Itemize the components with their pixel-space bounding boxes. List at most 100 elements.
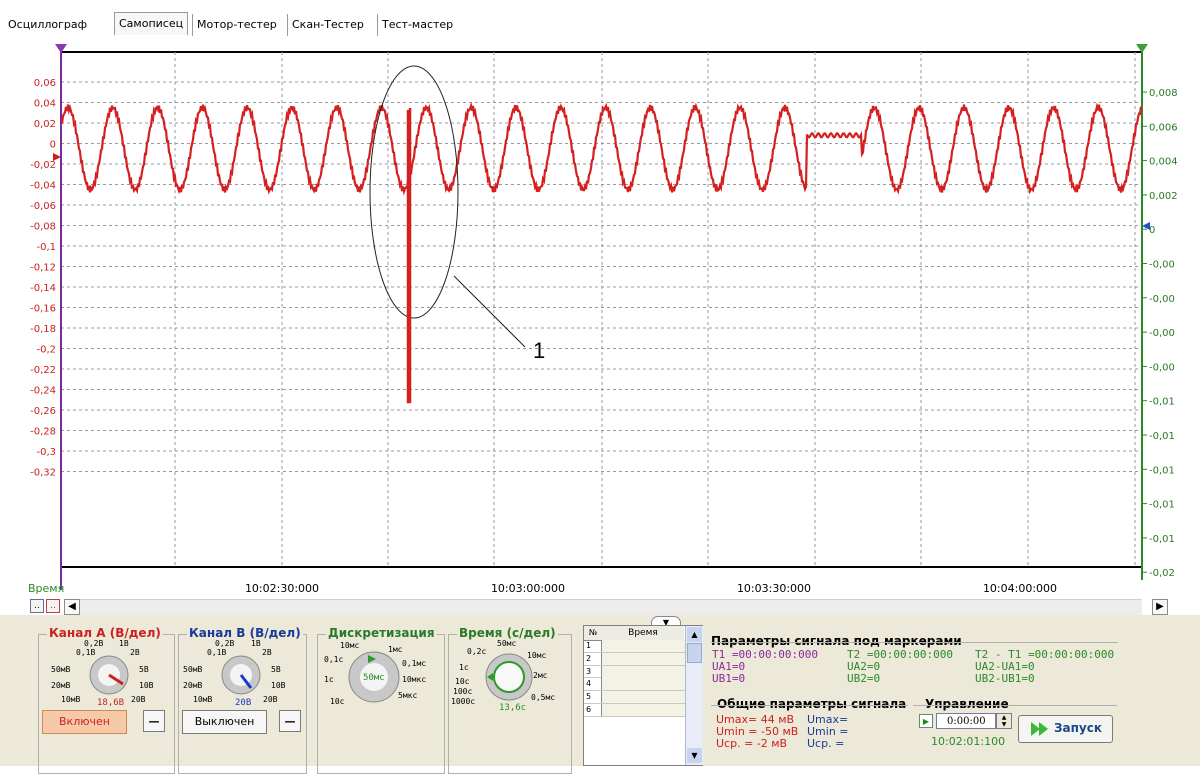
time-knob[interactable] [483, 651, 535, 703]
knob-a-label: 10мВ [61, 695, 81, 704]
knob-b-label: 20мВ [183, 681, 203, 690]
y-tick-label-left: -0,12 [30, 263, 56, 274]
time-spinner-icon[interactable]: ▲ ▼ [996, 713, 1012, 729]
knob-s-label: 0,1с [324, 655, 344, 664]
y-tick-label-left: 0,06 [34, 78, 56, 89]
knob-s-label: 1с [324, 675, 334, 684]
y-tick-label-right: -0,01 [1149, 465, 1175, 476]
knob-a-label: 20мВ [51, 681, 71, 690]
tab-test-master[interactable]: Тест-мастер [377, 14, 458, 36]
annotation-leader [453, 275, 526, 348]
knob-s-label: 1мс [388, 645, 403, 654]
marker-right-icon[interactable] [1136, 44, 1148, 53]
scroll-down-icon[interactable]: ▼ [687, 748, 702, 763]
table-cell-time [602, 704, 685, 716]
scroll-thumb[interactable] [687, 643, 702, 663]
ua1-value: UA1=0 [712, 660, 746, 673]
x-axis: 10:02:30:000 10:03:00:000 10:03:30:000 10:0… [245, 582, 1057, 595]
scroll-left-icon[interactable]: ◀ [64, 599, 80, 615]
knob-a-label: 50мВ [51, 665, 71, 674]
umin-b: Umin = [807, 725, 849, 738]
knob-b-label: 0,2В [215, 639, 235, 648]
signal-series [60, 101, 1143, 196]
y-tick-label-left: -0,14 [30, 283, 56, 294]
knob-t-label: 1000с [451, 697, 476, 706]
table-row[interactable]: 3 [584, 665, 685, 679]
y-tick-label-left: -0,24 [30, 386, 56, 397]
table-row[interactable]: 5 [584, 691, 685, 704]
y-tick-label-left: -0,26 [30, 406, 56, 417]
sampling-knob[interactable] [346, 649, 402, 705]
knob-a-label: 5В [139, 665, 149, 674]
channel-a-minus-button[interactable]: — [143, 710, 165, 732]
knob-t-label: 10с [455, 677, 470, 686]
knob-t-label: 10мс [527, 651, 547, 660]
y-tick-label-left: -0,3 [36, 447, 56, 458]
scroll-up-icon[interactable]: ▲ [687, 627, 702, 642]
table-cell-time [602, 652, 685, 665]
y-tick-label-left: -0,08 [30, 222, 56, 233]
y-tick-label-right: 0,004 [1149, 157, 1178, 168]
x-tick-label: 10:02:30:000 [245, 582, 319, 595]
table-header-num: № [584, 626, 603, 641]
y-tick-label-right: -0,01 [1149, 534, 1175, 545]
channel-b-title: Канал В (В/дел) [187, 626, 303, 640]
y-tick-label-left: -0,18 [30, 324, 56, 335]
y-tick-label-right: 0,002 [1149, 191, 1178, 202]
scroll-right-icon[interactable]: ▶ [1152, 599, 1168, 615]
channel-a-enable-button[interactable]: Включен [42, 710, 127, 734]
horizontal-scrollbar[interactable] [64, 599, 1142, 616]
sampling-group: Дискретизация 10мс 1мс 0,1с 0,1мс 1с 10м… [317, 626, 445, 774]
knob-a-label: 10В [139, 681, 154, 690]
table-row[interactable]: 4 [584, 678, 685, 692]
y-tick-label-right: 0,008 [1149, 88, 1178, 99]
tab-motor-tester[interactable]: Мотор-тестер [192, 14, 281, 36]
start-button[interactable]: Запуск [1018, 715, 1113, 743]
marker-left-icon[interactable] [55, 44, 67, 53]
time-value: 13,6с [499, 703, 527, 713]
knob-b-label: 10В [271, 681, 286, 690]
channel-b-minus-button[interactable]: — [279, 710, 301, 732]
knob-b-label: 1В [251, 639, 261, 648]
knob-t-label: 100с [453, 687, 473, 696]
channel-b-knob[interactable] [219, 653, 263, 697]
table-cell-num: 3 [584, 665, 602, 678]
y-tick-label-left: -0,16 [30, 304, 56, 315]
annotation-label: 1 [533, 338, 545, 363]
marker-button-2[interactable]: .. [46, 599, 60, 613]
channel-b-enable-button[interactable]: Выключен [182, 710, 267, 734]
table-row[interactable]: 2 [584, 652, 685, 666]
dub-value: UB2-UB1=0 [975, 672, 1035, 685]
y-tick-label-left: 0,02 [34, 119, 56, 130]
umin-a: Umin = -50 мВ [716, 725, 799, 738]
y-tick-label-left: -0,06 [30, 201, 56, 212]
table-scrollbar[interactable]: ▲ ▼ [685, 626, 703, 765]
table-row[interactable]: 1 [584, 640, 685, 653]
knob-a-label: 2В [130, 648, 140, 657]
umax-a: Umax= 44 мВ [716, 713, 795, 726]
table-row[interactable]: 6 [584, 704, 685, 717]
time-group: Время (с/дел) 0,2с 50мс 10мс 1с 2мс 10с … [448, 626, 572, 774]
knob-s-label: 10мс [340, 641, 360, 650]
channel-b-group: Канал В (В/дел) 0,2В 1В 0,1В 2В 50мВ 5В … [178, 626, 307, 774]
channel-b-value: 20В [235, 698, 252, 708]
grid [61, 52, 1142, 567]
channel-a-knob[interactable] [87, 653, 131, 697]
ub1-value: UB1=0 [712, 672, 746, 685]
play-icon[interactable]: ▶ [919, 714, 933, 728]
time-input[interactable]: 0:00:00 [936, 713, 996, 729]
tab-recorder[interactable]: Самописец [114, 12, 189, 35]
knob-t-label: 0,5мс [531, 693, 556, 702]
tab-scan-tester[interactable]: Скан-Тестер [287, 14, 368, 36]
table-header-time: Время [602, 626, 684, 641]
dt-value: T2 - T1 =00:00:00:000 [975, 648, 1115, 661]
y-tick-label-right: -0,01 [1149, 500, 1175, 511]
recorder-chart[interactable]: 0,06 0,04 0,02 0 -0,02 -0,04 -0,06 -0,08 -0,1 -0,… [0, 38, 1200, 600]
knob-b-label: 5В [271, 665, 281, 674]
knob-b-label: 2В [262, 648, 272, 657]
knob-t-label: 1с [459, 663, 469, 672]
tab-oscilloscope[interactable]: Осциллограф [4, 14, 92, 36]
annotation-ellipse [369, 65, 459, 319]
marker-button-1[interactable]: .. [30, 599, 44, 613]
